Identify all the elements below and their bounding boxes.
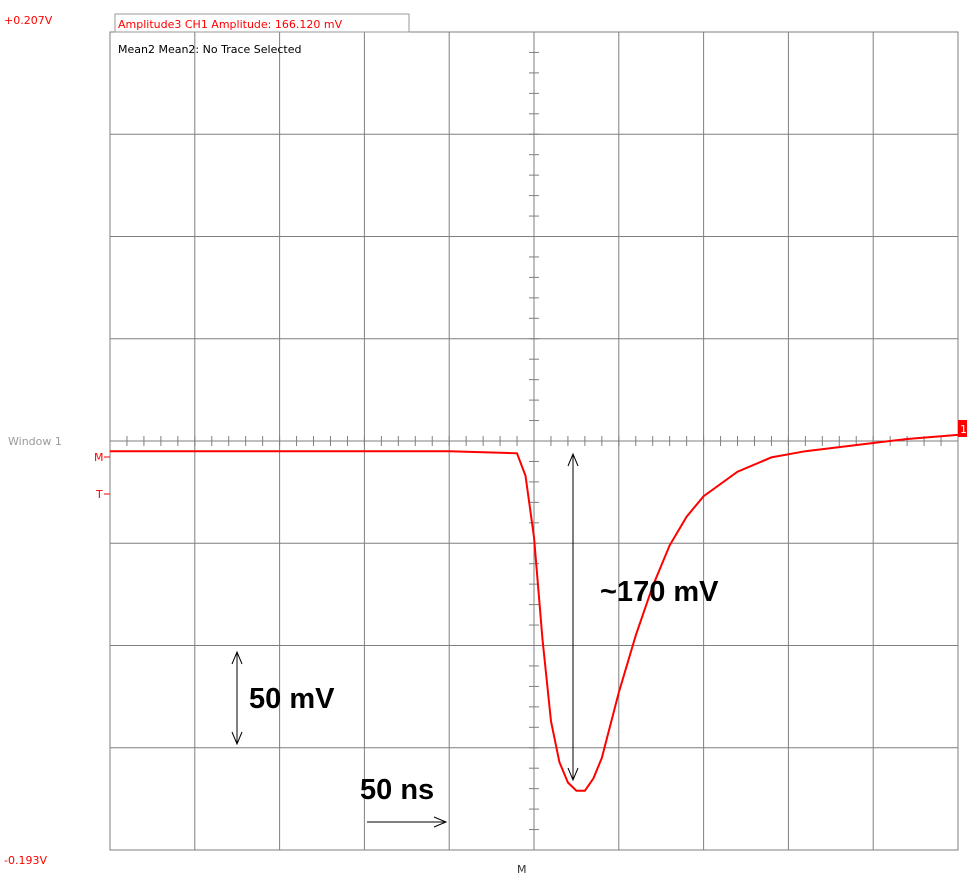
y-top-label: +0.207V (4, 14, 53, 27)
amplitude-arrow-head-top (567, 452, 579, 467)
trigger-marker: T (95, 488, 103, 501)
amplitude-readout-box (114, 13, 410, 33)
vertical-scale-annotation: 50 mV (249, 683, 335, 715)
time-marker: M (517, 863, 527, 875)
vertical-scale-arrow-head-bottom (231, 731, 243, 746)
window-label: Window 1 (8, 435, 62, 448)
time-scale-arrow-head (433, 816, 448, 828)
amplitude-readout: Amplitude3 CH1 Amplitude: 166.120 mV (118, 18, 343, 31)
vertical-scale-arrow-head-top (231, 650, 243, 665)
amplitude-arrow-head-bottom (567, 767, 579, 782)
ch1-channel-marker (958, 420, 967, 437)
time-scale-annotation: 50 ns (360, 774, 434, 806)
graticule-center-ticks (109, 31, 942, 831)
ch1-channel-marker-label: 1 (960, 423, 967, 436)
y-bottom-label: -0.193V (4, 854, 47, 867)
amplitude-annotation: ~170 mV (600, 576, 719, 608)
ch1-trace (110, 433, 959, 792)
mean-readout: Mean2 Mean2: No Trace Selected (118, 43, 301, 56)
mean-marker: M (94, 451, 104, 464)
